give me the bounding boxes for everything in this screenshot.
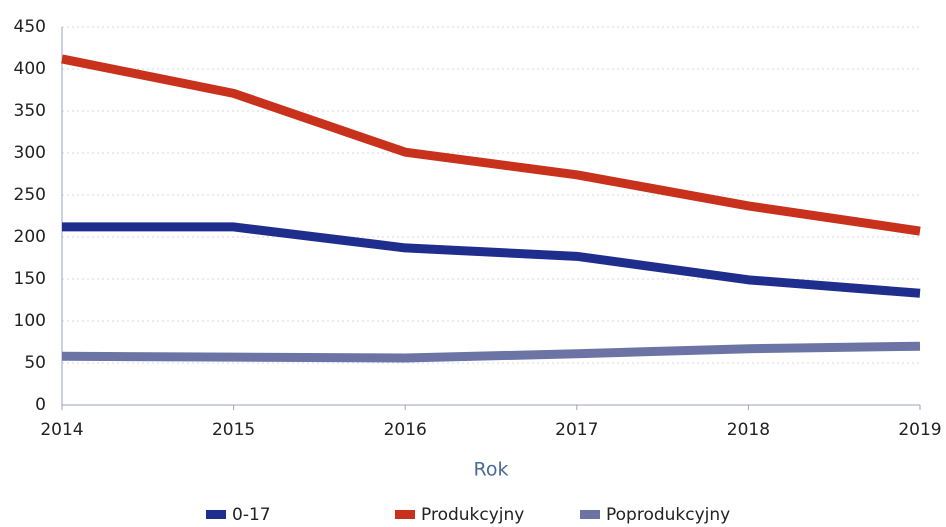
y-tick-label: 50: [24, 353, 46, 373]
series-line: [61, 341, 921, 363]
y-tick-label: 350: [14, 101, 46, 121]
x-tick-label: 2017: [555, 420, 598, 440]
y-tick-label: 300: [14, 143, 46, 163]
series-line: [62, 222, 921, 298]
legend-label: Produkcyjny: [421, 505, 524, 525]
y-tick-label: 400: [14, 59, 46, 79]
x-tick-label: 2018: [727, 420, 770, 440]
x-tick-label: 2014: [40, 420, 83, 440]
y-tick-label: 100: [14, 311, 46, 331]
legend-swatch: [580, 510, 600, 519]
y-tick-label: 0: [35, 395, 46, 415]
y-tick-label: 200: [14, 227, 46, 247]
y-tick-label: 150: [14, 269, 46, 289]
series-line: [61, 54, 921, 236]
x-tick-label: 2019: [898, 420, 941, 440]
y-tick-label: 450: [14, 17, 46, 37]
x-tick-label: 2016: [384, 420, 427, 440]
legend-swatch: [395, 510, 415, 519]
legend-label: 0-17: [232, 505, 271, 525]
x-tick-label: 2015: [212, 420, 255, 440]
legend-swatch: [206, 510, 226, 519]
legend-label: Poprodukcyjny: [606, 505, 730, 525]
x-axis-label: Rok: [474, 459, 509, 481]
y-tick-label: 250: [14, 185, 46, 205]
